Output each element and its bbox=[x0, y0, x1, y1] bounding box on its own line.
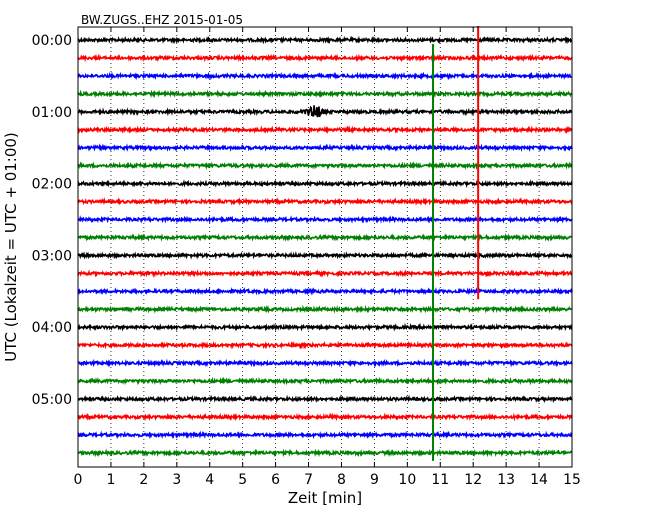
marker-group bbox=[432, 26, 480, 461]
x-tick-label: 0 bbox=[74, 472, 83, 488]
chart-title: BW.ZUGS..EHZ 2015-01-05 bbox=[81, 13, 243, 27]
trace-line bbox=[77, 233, 572, 242]
plot-frame bbox=[77, 26, 573, 468]
y-tick-label: 01:00 bbox=[32, 105, 72, 121]
trace-line bbox=[77, 340, 573, 350]
trace-line bbox=[77, 143, 573, 153]
x-tick-label: 14 bbox=[530, 472, 548, 488]
trace-line bbox=[77, 448, 573, 458]
trace-group bbox=[77, 35, 573, 458]
trace-line bbox=[77, 268, 573, 278]
trace-line bbox=[77, 286, 573, 296]
trace-line bbox=[77, 35, 573, 45]
y-axis-label: UTC (Lokalzeit = UTC + 01:00) bbox=[2, 132, 20, 362]
x-tick-label: 6 bbox=[271, 472, 280, 488]
y-tick-label: 03:00 bbox=[32, 248, 72, 264]
x-tick-label: 12 bbox=[464, 472, 482, 488]
trace-line bbox=[77, 125, 573, 135]
x-tick-label: 11 bbox=[431, 472, 449, 488]
trace-line bbox=[77, 358, 573, 368]
trace-line bbox=[77, 250, 573, 260]
y-tick-label: 05:00 bbox=[32, 392, 72, 408]
x-tick-label: 3 bbox=[172, 472, 181, 488]
x-tick-label: 9 bbox=[370, 472, 379, 488]
trace-line bbox=[77, 394, 573, 404]
x-tick-label: 2 bbox=[139, 472, 148, 488]
y-tick-label: 02:00 bbox=[32, 177, 72, 193]
x-tick-label: 13 bbox=[497, 472, 515, 488]
x-tick-label: 10 bbox=[398, 472, 416, 488]
trace-line bbox=[77, 179, 573, 189]
x-tick-label: 7 bbox=[304, 472, 313, 488]
x-tick-label: 8 bbox=[337, 472, 346, 488]
trace-line bbox=[77, 215, 573, 224]
trace-line bbox=[77, 161, 573, 170]
trace-line bbox=[77, 430, 573, 440]
trace-line bbox=[77, 53, 573, 63]
x-axis-label: Zeit [min] bbox=[288, 489, 362, 507]
trace-line bbox=[77, 322, 573, 332]
trace-line bbox=[77, 376, 573, 386]
trace-line bbox=[77, 105, 573, 118]
trace-line bbox=[77, 304, 573, 314]
x-tick-label: 4 bbox=[205, 472, 214, 488]
trace-line bbox=[77, 71, 573, 81]
x-tick-label: 15 bbox=[563, 472, 581, 488]
x-tick-label: 5 bbox=[238, 472, 247, 488]
tick-group: 0 1 2 3 4 5 6 7 8 9 10 11 12 13 14 1500:0001:0002:0003:… bbox=[32, 27, 581, 488]
trace-line bbox=[77, 412, 573, 422]
trace-line bbox=[77, 89, 573, 99]
x-tick-label: 1 bbox=[106, 472, 115, 488]
trace-line bbox=[77, 197, 573, 207]
y-tick-label: 00:00 bbox=[32, 33, 72, 49]
y-tick-label: 04:00 bbox=[32, 320, 72, 336]
